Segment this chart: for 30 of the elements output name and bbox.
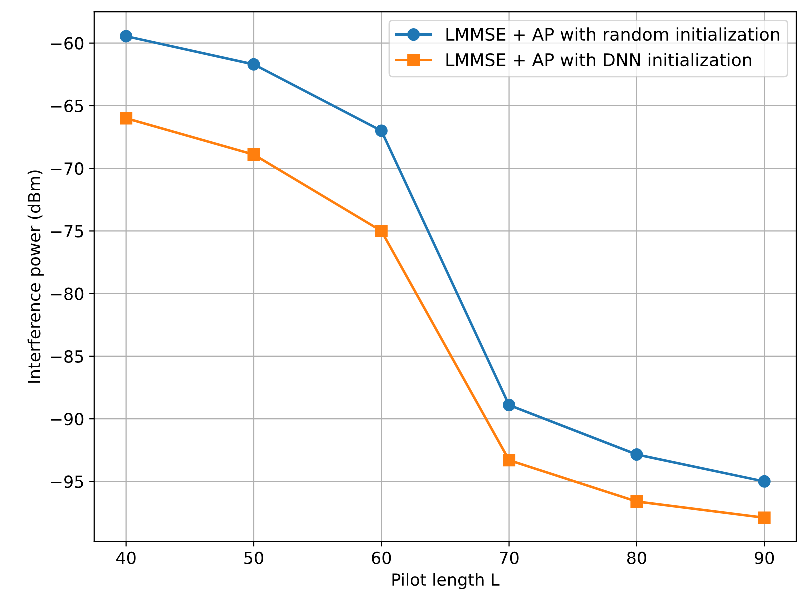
- point: [630, 448, 644, 462]
- x-tick-label: 60: [372, 552, 392, 564]
- y-tick-label: −65: [51, 100, 84, 113]
- point: [375, 124, 388, 138]
- x-axis-title: Pilot length L: [392, 573, 500, 590]
- point: [120, 112, 133, 125]
- y-axis-title: Interference power (dBm): [28, 170, 44, 383]
- point: [120, 30, 133, 43]
- y-tick-label: −70: [51, 162, 84, 176]
- point: [503, 399, 516, 412]
- y-tick-label: −60: [51, 37, 84, 50]
- x-tick-label: 90: [755, 552, 774, 564]
- point: [503, 454, 516, 467]
- legend-label: LMMSE + AP with DNN initialization: [446, 53, 752, 67]
- x-tick-label: 80: [627, 552, 646, 564]
- x-tick-label: 70: [500, 552, 519, 564]
- x-tick-label: 40: [116, 552, 136, 564]
- point: [758, 512, 771, 524]
- y-tick-label: −90: [51, 413, 84, 426]
- legend-label: LMMSE + AP with random initialization: [446, 28, 780, 42]
- y-tick-label: −75: [51, 225, 84, 238]
- point: [248, 148, 260, 162]
- point: [630, 495, 644, 508]
- point: [758, 475, 771, 488]
- y-tick-label: −95: [51, 476, 84, 488]
- x-tick-label: 50: [244, 552, 264, 564]
- y-tick-label: −85: [51, 350, 84, 364]
- point: [375, 224, 388, 238]
- y-tick-label: −80: [51, 288, 84, 300]
- point: [248, 58, 260, 71]
